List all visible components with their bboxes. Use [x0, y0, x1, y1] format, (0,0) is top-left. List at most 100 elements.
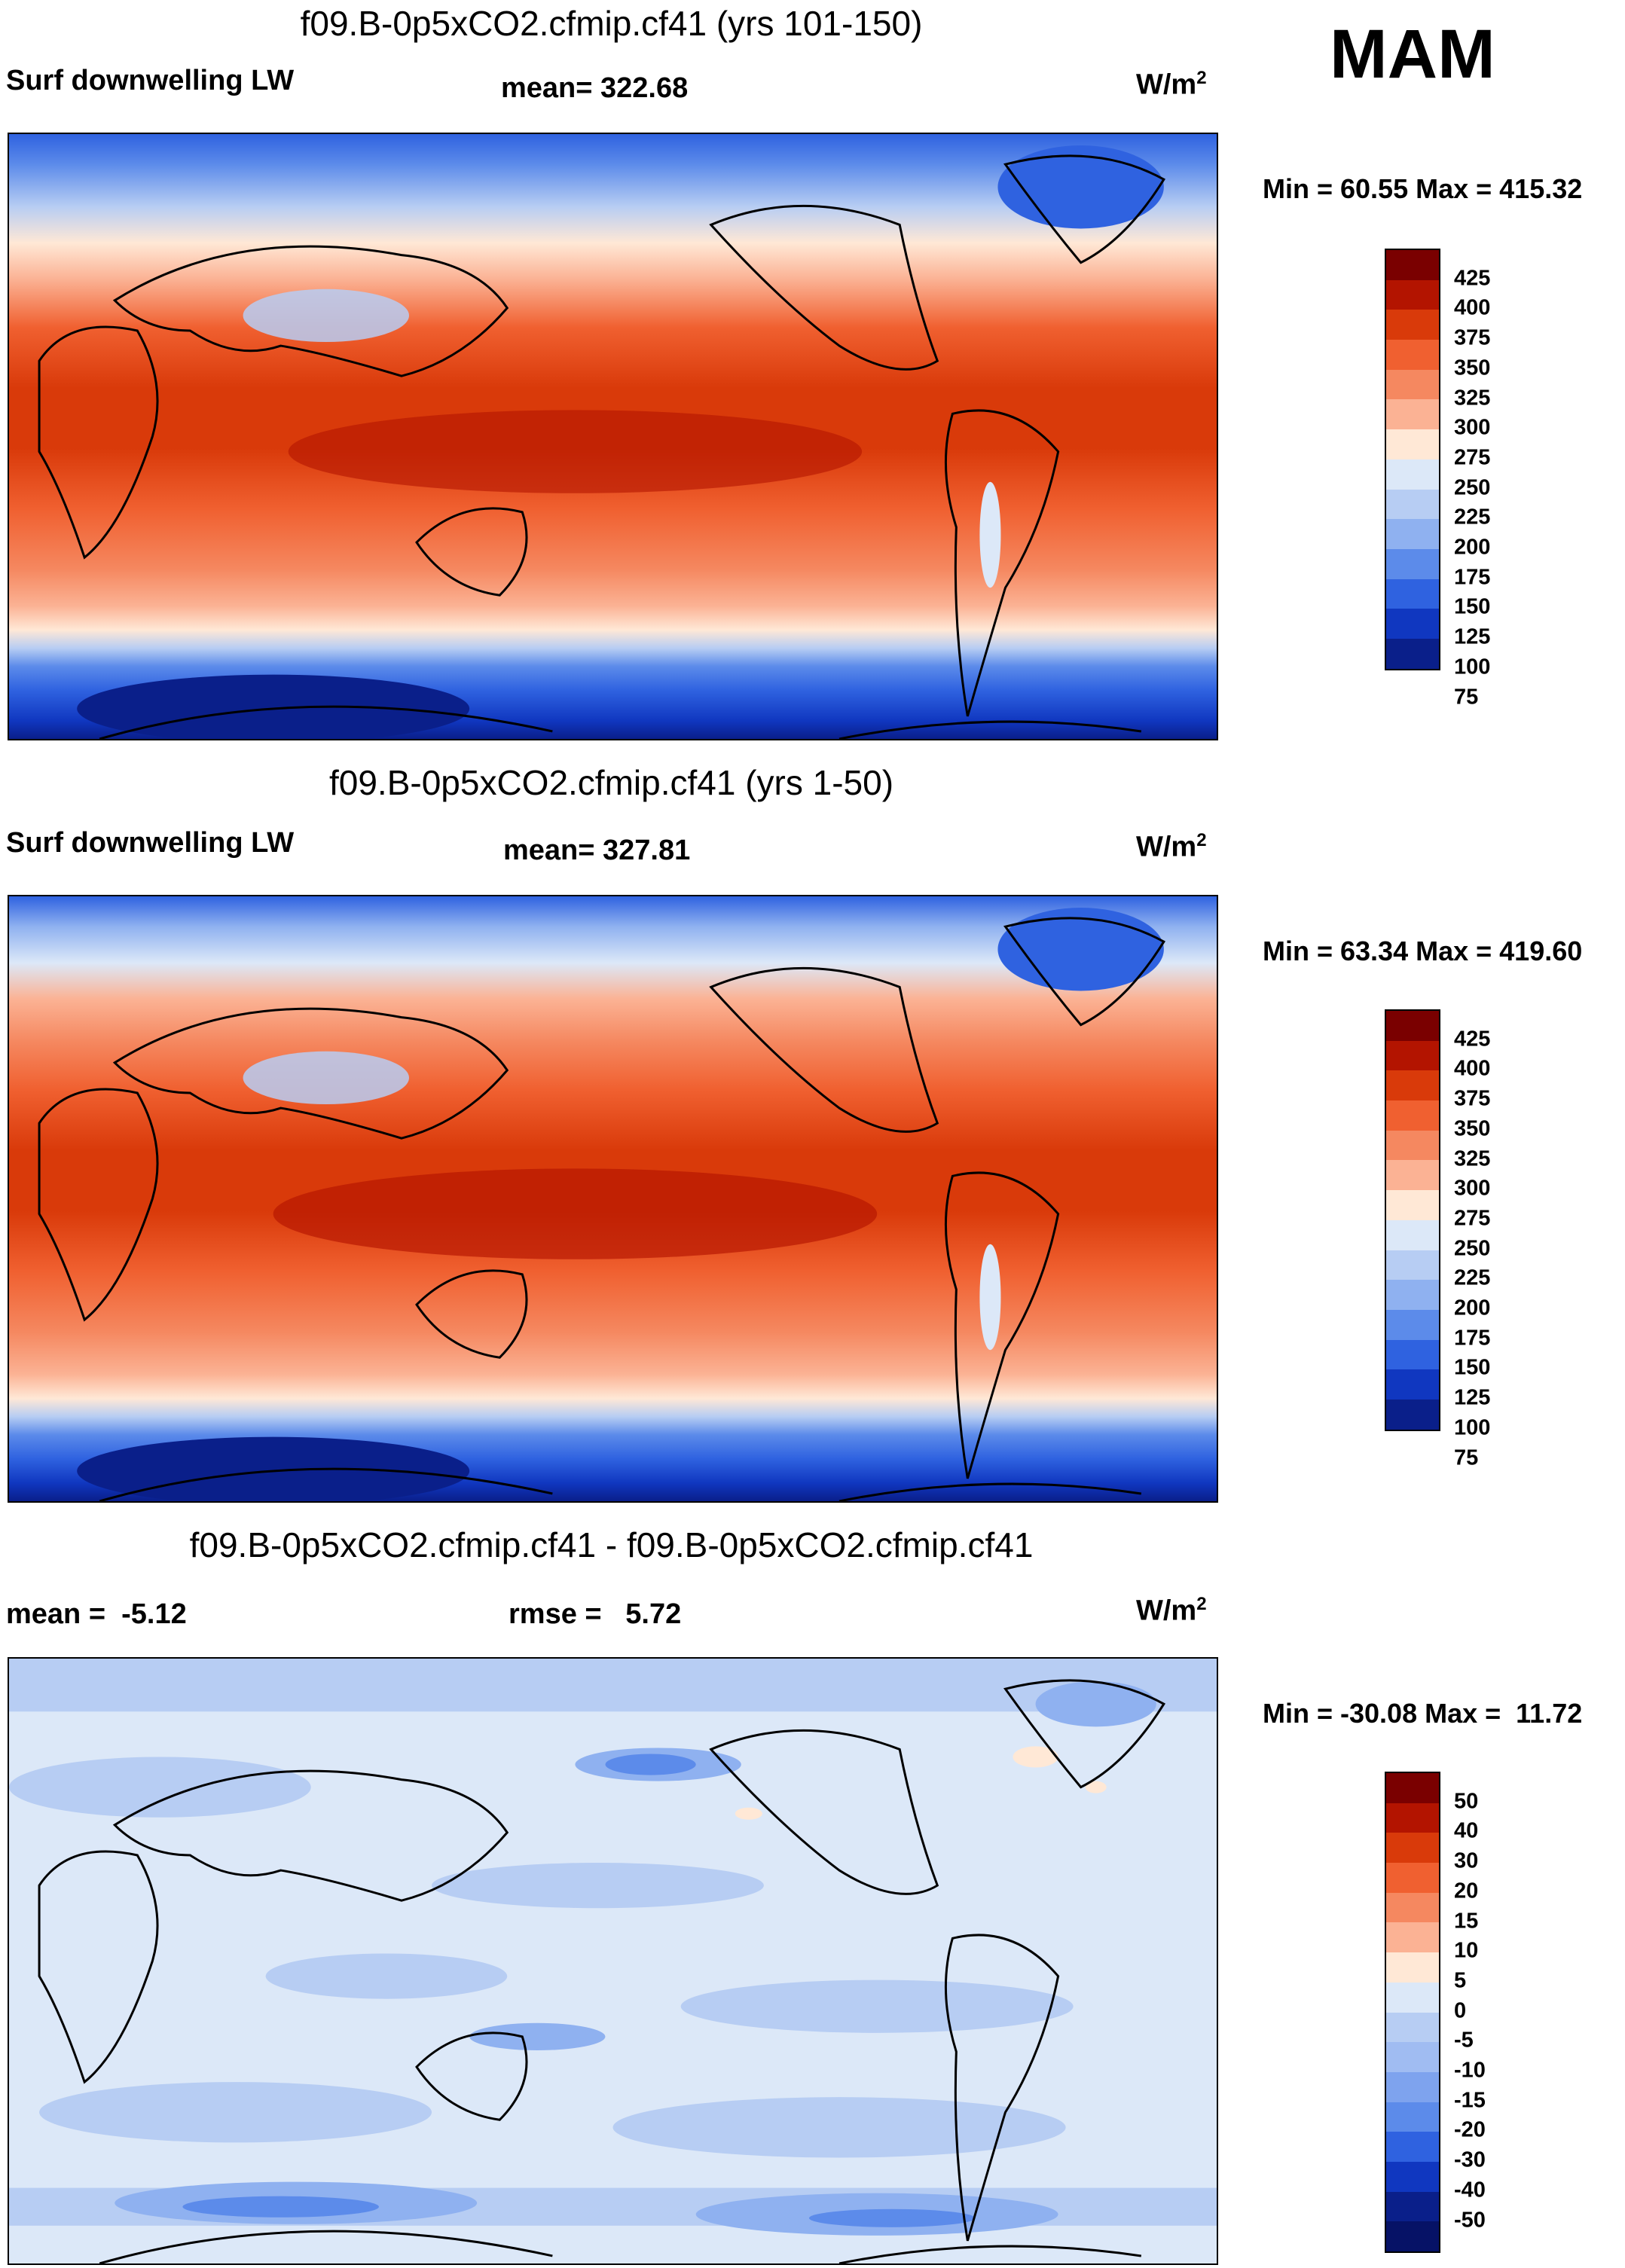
colorbar-tick-label: 200	[1454, 535, 1491, 560]
units-sup: 2	[1196, 830, 1207, 850]
colorbar-tick-label: -30	[1454, 2147, 1486, 2172]
colorbar-swatch	[1386, 1982, 1439, 2013]
panel-3-mean-label: mean = -5.12	[6, 1598, 187, 1630]
units-sup: 2	[1196, 68, 1207, 88]
colorbar-swatch	[1386, 2071, 1439, 2102]
colorbar-swatch	[1386, 399, 1439, 430]
panel-2-map-svg	[9, 896, 1217, 1501]
panel-3-map-svg	[9, 1659, 1217, 2263]
colorbar-swatch	[1386, 1892, 1439, 1923]
colorbar-swatch	[1386, 609, 1439, 639]
colorbar-swatch	[1386, 369, 1439, 400]
colorbar-tick-label: 200	[1454, 1296, 1491, 1320]
colorbar-tick-label: 275	[1454, 1206, 1491, 1231]
colorbar-swatch	[1386, 310, 1439, 340]
colorbar-swatch	[1386, 459, 1439, 490]
colorbar-swatch	[1386, 2161, 1439, 2192]
colorbar-swatch	[1386, 1011, 1439, 1041]
colorbar-tick-label: 0	[1454, 1998, 1467, 2023]
colorbar-swatch	[1386, 489, 1439, 520]
colorbar-tick-label: 300	[1454, 1176, 1491, 1201]
colorbar-tick-label: 400	[1454, 295, 1491, 320]
colorbar-tick-label: 125	[1454, 624, 1491, 649]
colorbar-tick-label: -40	[1454, 2178, 1486, 2202]
colorbar-tick-label: 325	[1454, 1146, 1491, 1171]
colorbar-swatch	[1386, 1833, 1439, 1864]
colorbar-tick-label: 150	[1454, 594, 1491, 619]
units-base: W/m	[1136, 69, 1197, 101]
colorbar-swatch	[1386, 2102, 1439, 2132]
colorbar-swatch	[1386, 1070, 1439, 1101]
colorbar-swatch	[1386, 519, 1439, 549]
colorbar-swatch	[1386, 1369, 1439, 1400]
colorbar-tick-label: 400	[1454, 1056, 1491, 1081]
colorbar-tick-label: 100	[1454, 655, 1491, 679]
colorbar-tick-label: 275	[1454, 445, 1491, 470]
colorbar-swatch	[1386, 2191, 1439, 2222]
colorbar-tick-label: 425	[1454, 1027, 1491, 1052]
colorbar-tick-label: 375	[1454, 325, 1491, 350]
colorbar-swatch	[1386, 1863, 1439, 1893]
colorbar-tick-label: 10	[1454, 1938, 1479, 1963]
panel-3-units: W/m2	[1136, 1594, 1207, 1628]
units-base: W/m	[1136, 831, 1197, 863]
panel-1-title: f09.B-0p5xCO2.cfmip.cf41 (yrs 101-150)	[300, 4, 923, 43]
colorbar-tick-label: -5	[1454, 2028, 1474, 2053]
colorbar-tick-label: 50	[1454, 1789, 1479, 1814]
colorbar-tick-label: 350	[1454, 356, 1491, 380]
colorbar-tick-label: 40	[1454, 1818, 1479, 1843]
panel-3-min-max: Min = -30.08 Max = 11.72	[1263, 1698, 1583, 1729]
panel-3-title: f09.B-0p5xCO2.cfmip.cf41 - f09.B-0p5xCO2…	[189, 1525, 1034, 1564]
colorbar-swatch	[1386, 1773, 1439, 1803]
panel-2-map	[8, 895, 1218, 1503]
colorbar-swatch	[1386, 279, 1439, 310]
colorbar-swatch	[1386, 578, 1439, 609]
colorbar-tick-label: 225	[1454, 1265, 1491, 1290]
colorbar-tick-label: 250	[1454, 475, 1491, 500]
colorbar-tick-label: -50	[1454, 2208, 1486, 2232]
colorbar-tick-label: 20	[1454, 1879, 1479, 1903]
colorbar-swatch	[1386, 1250, 1439, 1281]
panel-2-colorbar	[1385, 1009, 1440, 1431]
colorbar-tick-label: 350	[1454, 1116, 1491, 1141]
colorbar-tick-label: 5	[1454, 1968, 1467, 1993]
colorbar-tick-label: 30	[1454, 1848, 1479, 1873]
colorbar-tick-label: 75	[1454, 1445, 1479, 1470]
panel-1-colorbar	[1385, 249, 1440, 670]
colorbar-tick-label: 225	[1454, 505, 1491, 530]
colorbar-swatch	[1386, 1280, 1439, 1310]
colorbar-swatch	[1386, 1100, 1439, 1131]
colorbar-tick-label: 375	[1454, 1086, 1491, 1111]
colorbar-swatch	[1386, 2042, 1439, 2072]
colorbar-tick-label: -20	[1454, 2117, 1486, 2142]
colorbar-tick-label: 150	[1454, 1355, 1491, 1380]
colorbar-tick-label: 325	[1454, 386, 1491, 410]
panel-3-colorbar	[1385, 1772, 1440, 2253]
colorbar-swatch	[1386, 340, 1439, 370]
season-label: MAM	[1330, 16, 1495, 93]
panel-3-map	[8, 1657, 1218, 2265]
panel-1-min-max: Min = 60.55 Max = 415.32	[1263, 173, 1583, 204]
colorbar-tick-label: 100	[1454, 1415, 1491, 1440]
colorbar-swatch	[1386, 1952, 1439, 1983]
panel-3-rmse-label: rmse = 5.72	[509, 1598, 682, 1630]
colorbar-swatch	[1386, 2132, 1439, 2162]
colorbar-swatch	[1386, 1339, 1439, 1370]
colorbar-tick-label: 175	[1454, 1326, 1491, 1351]
colorbar-tick-label: 75	[1454, 685, 1479, 709]
colorbar-swatch	[1386, 250, 1439, 280]
colorbar-swatch	[1386, 1399, 1439, 1430]
colorbar-swatch	[1386, 1040, 1439, 1071]
colorbar-tick-label: 15	[1454, 1909, 1479, 1933]
colorbar-swatch	[1386, 2012, 1439, 2043]
panel-1-map-svg	[9, 134, 1217, 739]
colorbar-swatch	[1386, 1190, 1439, 1220]
colorbar-swatch	[1386, 2221, 1439, 2251]
colorbar-swatch	[1386, 548, 1439, 579]
colorbar-tick-label: -10	[1454, 2058, 1486, 2083]
panel-2-variable-label: Surf downwelling LW	[6, 827, 295, 859]
panel-2-title: f09.B-0p5xCO2.cfmip.cf41 (yrs 1-50)	[328, 763, 894, 802]
colorbar-swatch	[1386, 1309, 1439, 1340]
colorbar-tick-label: -15	[1454, 2088, 1486, 2113]
panel-2-units: W/m2	[1136, 830, 1207, 864]
